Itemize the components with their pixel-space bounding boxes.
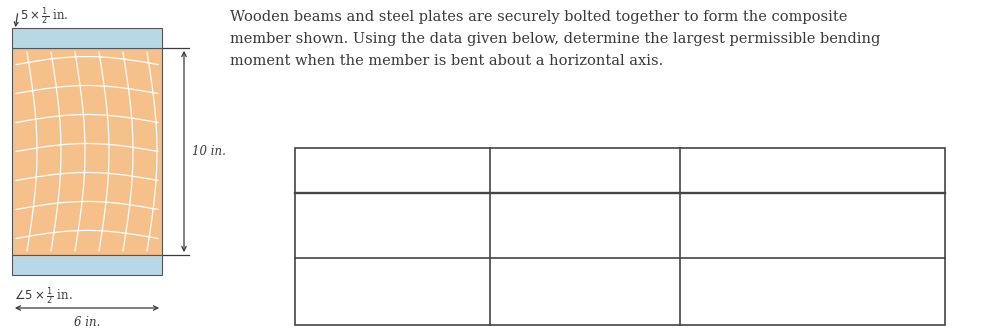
- Text: $\angle 5\times\frac{1}{2}$ in.: $\angle 5\times\frac{1}{2}$ in.: [14, 285, 73, 307]
- Text: $29\times10^6$ psi: $29\times10^6$ psi: [767, 215, 857, 236]
- Text: $5\times\frac{1}{2}$ in.: $5\times\frac{1}{2}$ in.: [20, 5, 68, 27]
- Bar: [295, 148, 944, 325]
- Text: Allowable stress:: Allowable stress:: [305, 285, 431, 299]
- Text: Wooden beams and steel plates are securely bolted together to form the composite: Wooden beams and steel plates are secure…: [230, 10, 847, 24]
- Text: member shown. Using the data given below, determine the largest permissible bend: member shown. Using the data given below…: [230, 32, 880, 46]
- Text: 2000 psi: 2000 psi: [552, 285, 616, 299]
- Text: 10 in.: 10 in.: [192, 145, 226, 158]
- Text: 22 ksi: 22 ksi: [790, 285, 834, 299]
- Bar: [12, 48, 162, 255]
- Text: Modulus of elasticity:: Modulus of elasticity:: [305, 218, 464, 232]
- Bar: [12, 28, 162, 48]
- Text: $2\times10^6$ psi: $2\times10^6$ psi: [544, 215, 625, 236]
- Bar: [12, 255, 162, 275]
- Text: Wood: Wood: [561, 164, 607, 177]
- Text: Steel: Steel: [790, 164, 833, 177]
- Text: moment when the member is bent about a horizontal axis.: moment when the member is bent about a h…: [230, 54, 663, 68]
- Text: 6 in.: 6 in.: [74, 316, 101, 329]
